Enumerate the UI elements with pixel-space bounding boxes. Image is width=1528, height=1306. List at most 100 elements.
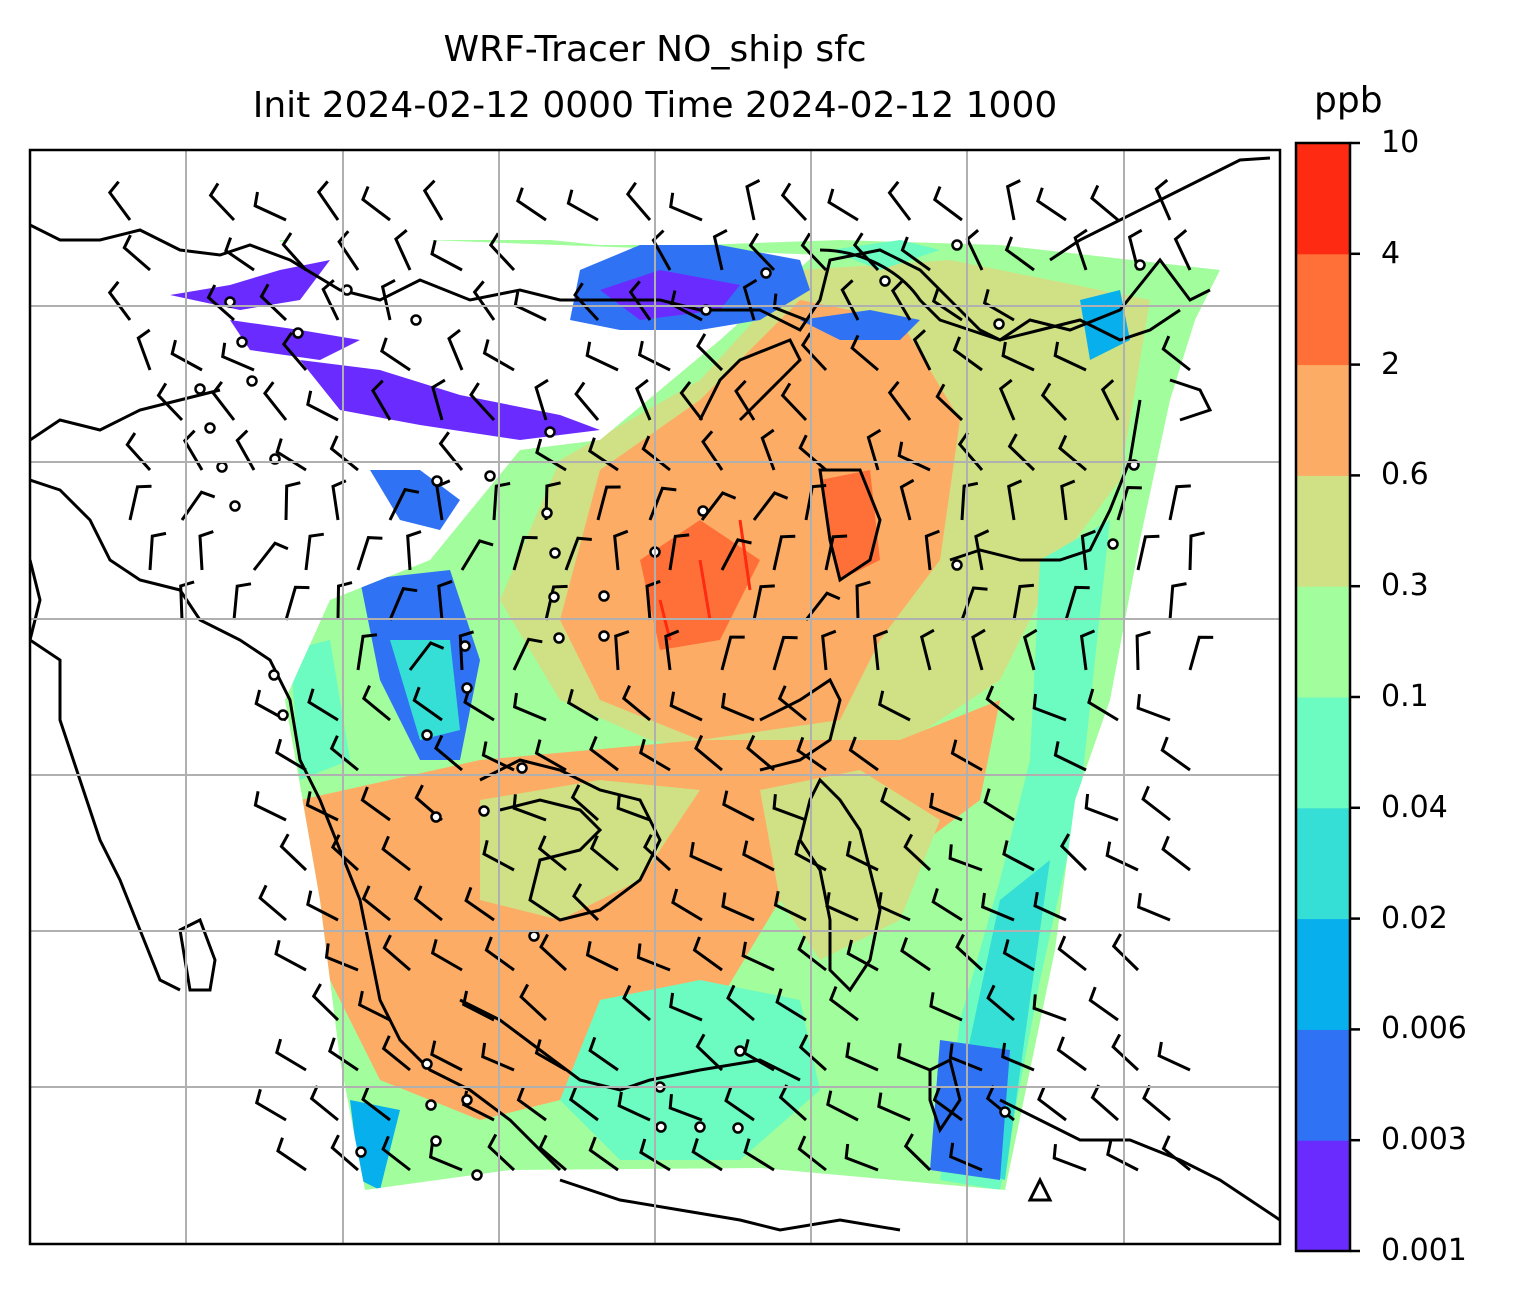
wind-barb: [986, 984, 1015, 1022]
calm-wind-marker: [292, 327, 304, 339]
wind-barb: [544, 584, 568, 621]
calm-wind-marker: [277, 709, 289, 721]
wind-barb: [538, 1134, 567, 1172]
wind-barb: [960, 481, 979, 521]
wind-barb: [800, 332, 828, 372]
wind-barb: [381, 835, 411, 872]
wind-barb: [1168, 582, 1187, 621]
wind-barb: [275, 738, 307, 772]
wind-barb: [887, 380, 912, 421]
wind-barb: [413, 885, 443, 922]
wind-barb: [1090, 184, 1119, 222]
wind-barb: [691, 1138, 723, 1172]
wind-barb: [1173, 229, 1192, 271]
wind-barb: [772, 794, 807, 822]
wind-barbs: [107, 178, 1214, 1172]
wind-barb: [481, 741, 515, 772]
wind-barb: [877, 1092, 911, 1122]
wind-barb: [382, 934, 411, 972]
wind-barb: [482, 339, 515, 372]
wind-barb: [712, 228, 728, 271]
wind-barb: [772, 635, 798, 671]
colorbar-band: [1296, 697, 1350, 809]
wind-barb: [573, 282, 600, 322]
wind-barb: [696, 333, 724, 372]
wind-barb: [1161, 1135, 1191, 1172]
wind-barb: [487, 1133, 516, 1172]
wind-barb: [589, 835, 619, 872]
wind-barb: [773, 890, 807, 922]
wind-barb: [324, 943, 359, 972]
wind-barb: [1056, 1036, 1087, 1072]
colorbar-band: [1296, 253, 1350, 366]
colorbar-band: [1296, 1029, 1350, 1141]
wind-barb: [458, 630, 475, 671]
colorbar-tick-label: 10: [1381, 125, 1420, 160]
wind-barb: [482, 839, 515, 872]
wind-barb: [746, 734, 775, 772]
wind-barb: [903, 1133, 932, 1172]
wind-barb: [877, 690, 911, 722]
wind-barb: [148, 531, 167, 571]
wind-barb: [516, 187, 547, 222]
wind-barb: [692, 936, 723, 972]
wind-barb: [208, 182, 236, 222]
wind-barb: [668, 533, 690, 571]
wind-barb: [361, 684, 391, 722]
wind-barb: [924, 529, 940, 571]
wind-barb: [726, 984, 755, 1022]
wind-barb: [136, 328, 152, 371]
wind-barb: [671, 888, 703, 922]
wind-barb: [669, 691, 703, 722]
map-area: [30, 150, 1280, 1244]
wind-barb: [380, 278, 396, 321]
wind-barb: [1032, 994, 1067, 1022]
wind-barb: [535, 438, 567, 472]
wind-barb: [828, 986, 859, 1022]
colorbar-band: [1296, 1140, 1350, 1252]
wind-barb: [361, 185, 391, 222]
wind-barb: [628, 280, 652, 321]
colorbar-tick-label: 0.1: [1381, 679, 1429, 714]
wind-barb: [974, 529, 990, 571]
wind-barb: [780, 382, 808, 422]
wind-barb: [1136, 893, 1171, 922]
wind-barb: [794, 839, 827, 872]
wind-barb: [428, 1142, 463, 1172]
wind-barb: [971, 628, 986, 671]
calm-wind-marker: [216, 461, 228, 473]
wind-barb: [469, 382, 496, 422]
wind-barb: [388, 587, 418, 621]
colorbar-tick-label: 4: [1381, 235, 1401, 271]
wind-barb: [866, 428, 882, 471]
wind-barb: [855, 580, 871, 621]
wind-barb: [1079, 629, 1096, 671]
wind-barb: [252, 541, 289, 571]
wind-barb: [700, 491, 737, 521]
wind-barb: [900, 937, 931, 972]
calm-wind-marker: [459, 640, 471, 652]
wind-barb: [1064, 585, 1090, 621]
wind-barb: [919, 628, 935, 671]
calm-wind-marker: [1134, 259, 1146, 271]
wind-barb: [932, 1086, 963, 1122]
wind-barb: [128, 484, 152, 521]
wind-barb: [447, 328, 464, 371]
calm-wind-marker: [548, 591, 560, 603]
wind-barb: [371, 379, 392, 421]
wind-barb: [616, 794, 651, 822]
wind-barb: [107, 280, 132, 321]
calm-wind-marker: [421, 1058, 433, 1070]
wind-barb: [198, 530, 214, 571]
wind-barb: [679, 380, 704, 421]
wind-barb: [330, 1134, 359, 1172]
wind-barb: [877, 892, 911, 922]
calm-wind-marker: [993, 318, 1005, 330]
wind-barb: [253, 191, 287, 222]
wind-barb: [824, 534, 848, 571]
wind-barb: [826, 1090, 859, 1122]
wind-barb: [778, 1084, 807, 1122]
wind-barb: [1100, 379, 1120, 421]
wind-barb: [1106, 1140, 1139, 1172]
